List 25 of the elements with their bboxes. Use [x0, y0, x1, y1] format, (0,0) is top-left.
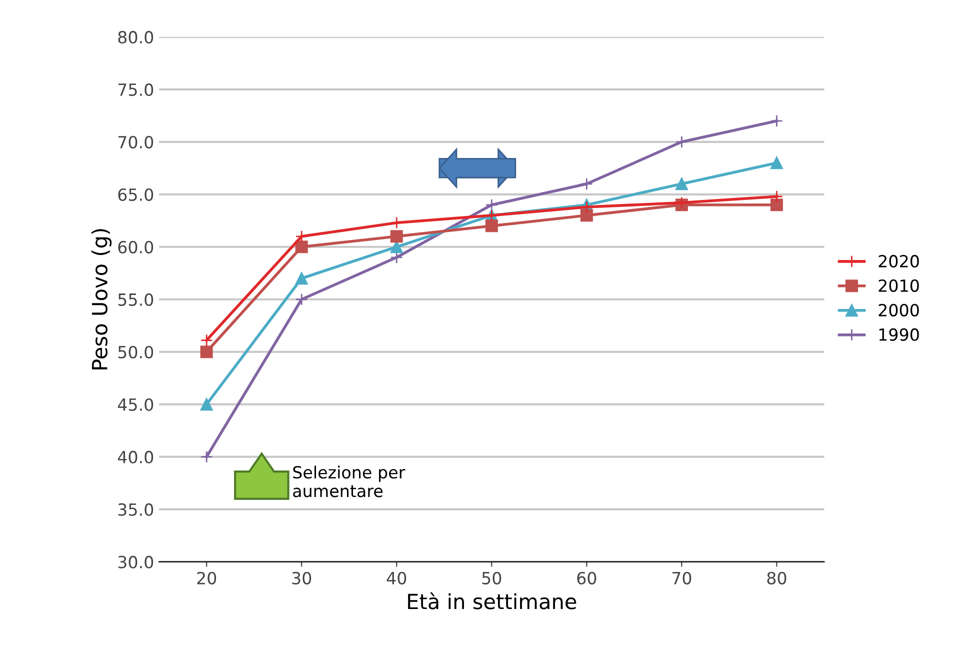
y-tick-label: 30.0 [118, 556, 154, 568]
x-axis-title: Età in settimane [408, 592, 576, 610]
legend-label: 2020 [878, 254, 919, 268]
y-tick-label: 75.0 [118, 83, 154, 96]
y-tick-label: 60.0 [118, 240, 154, 254]
x-tick-label: 50 [482, 572, 502, 584]
x-tick-label: 20 [197, 572, 216, 584]
y-tick-label: 35.0 [118, 503, 154, 516]
legend-label: 1990 [879, 328, 919, 341]
y-tick-label: 40.0 [118, 450, 154, 464]
y-axis-title: Peso Uovo (g) [91, 229, 112, 370]
x-tick-label: 60 [577, 572, 596, 584]
y-tick-label: 45.0 [118, 398, 154, 411]
x-tick-label: 30 [292, 572, 312, 584]
y-tick-label: 70.0 [118, 136, 154, 148]
annotation: Selezione per aumentare [293, 466, 406, 498]
y-tick-label: 65.0 [118, 188, 154, 201]
y-tick-label: 55.0 [118, 293, 154, 306]
legend-label: 2000 [878, 304, 919, 316]
y-tick-label: 80.0 [118, 30, 154, 44]
y-tick-label: 50.0 [118, 346, 154, 358]
x-tick-label: 80 [767, 572, 786, 584]
x-tick-label: 40 [386, 572, 406, 584]
legend-label: 2010 [878, 279, 919, 292]
x-tick-label: 70 [672, 572, 692, 584]
